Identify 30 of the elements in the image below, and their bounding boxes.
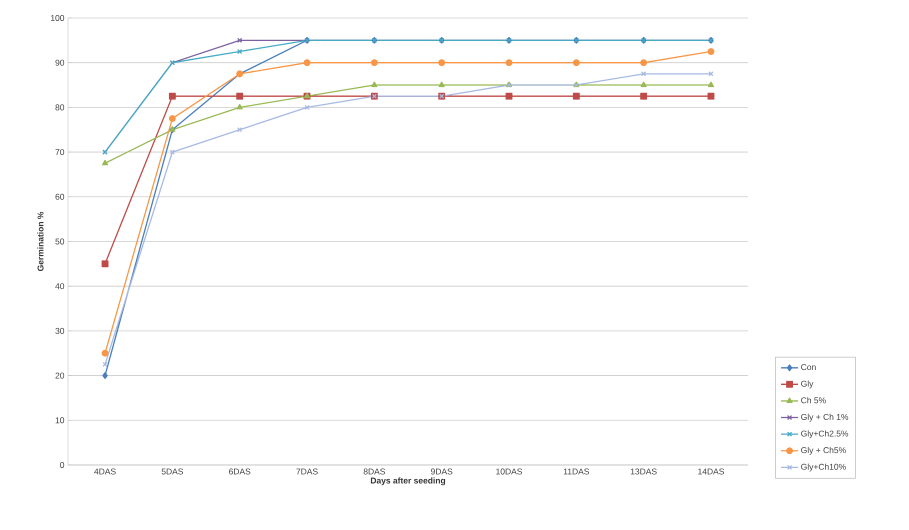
x-tick-label: 6DAS [229,468,250,474]
legend-label: Ch 5% [801,397,826,404]
y-tick-label: 10 [56,417,64,424]
y-tick-label: 30 [55,328,64,334]
x-tick-label: 4DAS [94,468,116,474]
x-axis-title: Days after seeding [370,477,446,486]
x-tick-label: 9DAS [431,468,452,474]
x-tick-label: 8DAS [364,468,386,474]
y-tick-label: 100 [51,14,64,21]
x-tick-label: 7DAS [296,468,318,474]
x-tick-label: 13DAS [630,468,657,474]
x-tick-label: 11DAS [564,468,590,474]
y-tick-label: 40 [55,283,64,290]
y-tick-label: 80 [55,104,64,110]
legend-label: Gly + Ch 1% [801,414,848,422]
legend-label: Gly+Ch10% [801,464,846,472]
x-tick-label: 10DAS [496,468,522,474]
y-tick-label: 50 [55,238,64,244]
y-axis-title: Germination % [37,212,44,272]
legend-label: Con [801,364,816,370]
x-tick-label: 14DAS [698,468,724,474]
y-tick-label: 0 [60,462,64,468]
y-tick-label: 70 [56,149,64,156]
legend-label: Gly [801,380,814,388]
y-tick-label: 60 [56,194,64,200]
legend-label: Gly + Ch5% [801,446,846,455]
legend-label: Gly+Ch2.5% [801,430,848,438]
y-tick-label: 20 [55,372,64,379]
y-tick-label: 90 [55,60,64,66]
x-tick-label: 5DAS [162,468,184,474]
